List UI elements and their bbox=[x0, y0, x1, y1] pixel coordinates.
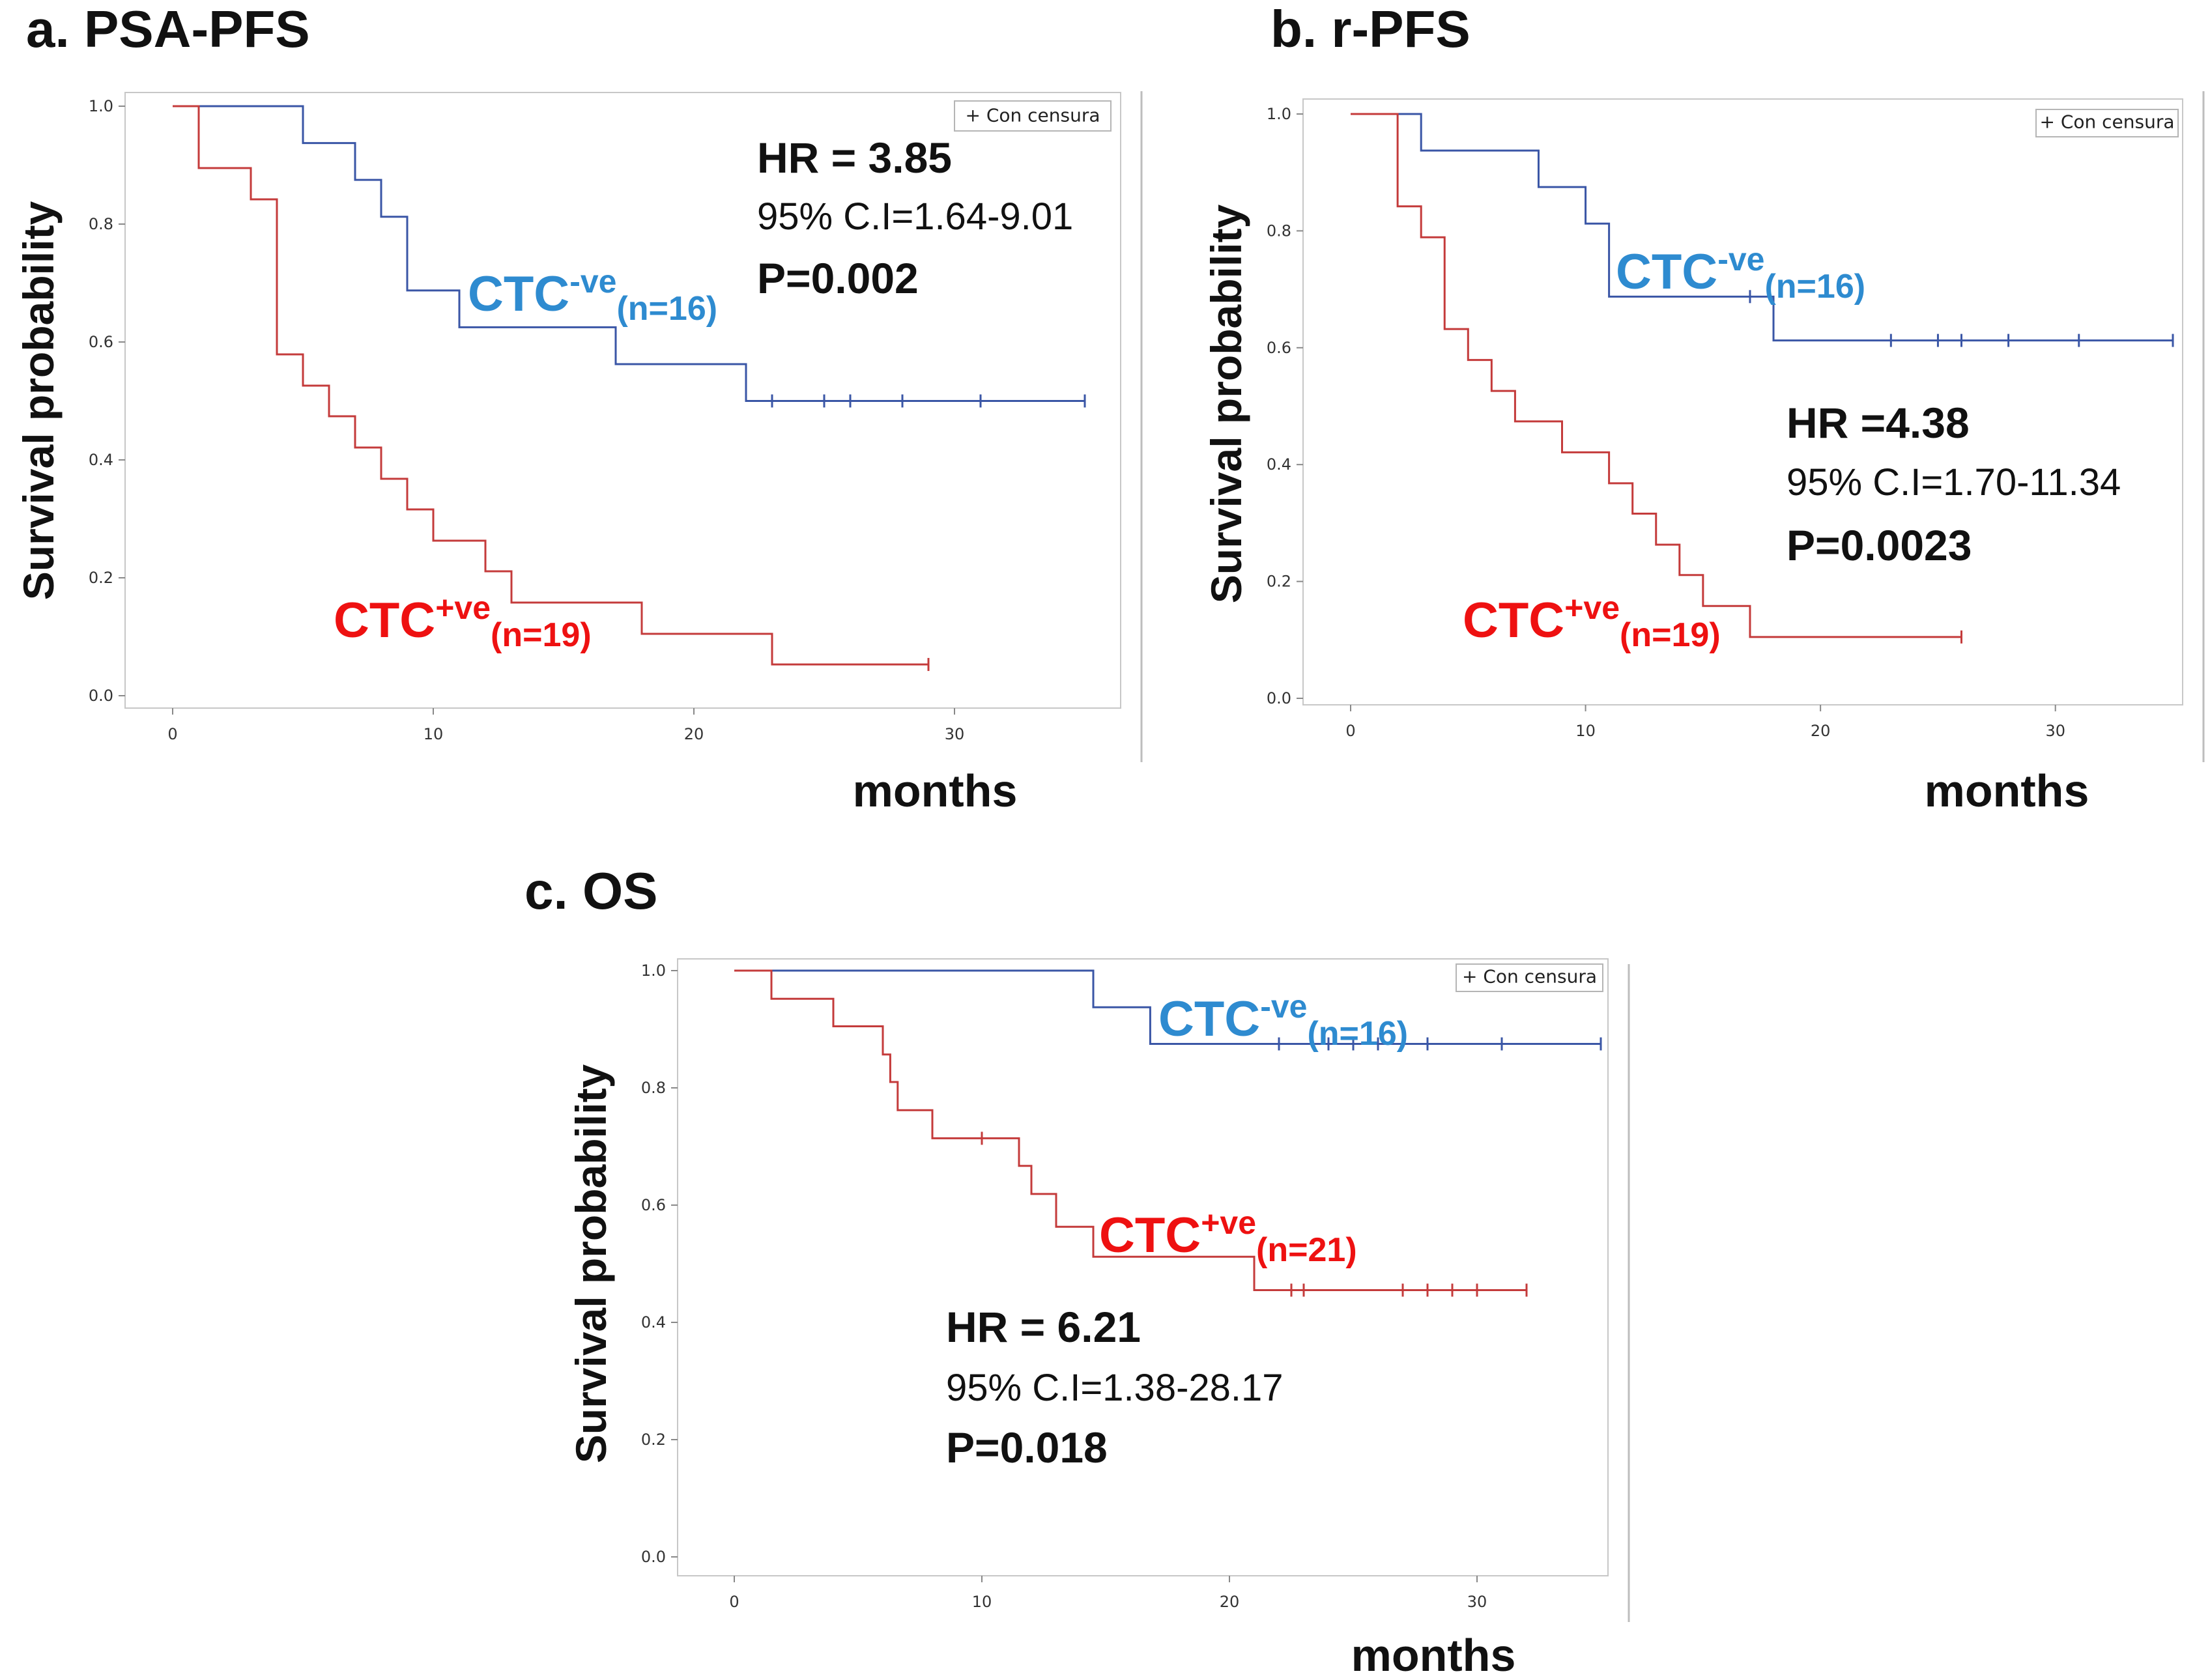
group-label-main: CTC bbox=[334, 593, 435, 648]
group-label-sup: -ve bbox=[1260, 988, 1307, 1025]
y-tick-label: 0.8 bbox=[641, 1079, 666, 1097]
plot-frame bbox=[1302, 98, 2183, 705]
x-tick-label: 10 bbox=[972, 1593, 992, 1611]
chart-panel-b: b. r-PFS 0.0 0.2 0.4 0.6 0.8 1.0 0 10 20 30 Surviva… bbox=[1202, 0, 2205, 816]
confidence-interval: 95% C.I=1.38-28.17 bbox=[946, 1367, 1284, 1409]
hazard-ratio: HR =4.38 bbox=[1787, 399, 1970, 447]
group-label-CTC-ve: CTC-ve(n=16) bbox=[1616, 241, 1865, 306]
y-axis-label: Survival probability bbox=[567, 1064, 615, 1463]
km-curve-CTC-ve bbox=[1351, 113, 2173, 342]
km-curve-CTC+ve bbox=[734, 969, 1527, 1291]
group-label-sub: (n=16) bbox=[616, 290, 717, 328]
x-axis-label: months bbox=[853, 765, 1018, 816]
x-axis-label: months bbox=[1351, 1630, 1516, 1680]
panel-title: a. PSA-PFS bbox=[26, 0, 310, 58]
group-label-CTC-ve: CTC-ve(n=16) bbox=[468, 263, 717, 328]
x-tick-label: 30 bbox=[2045, 722, 2065, 740]
km-curve-CTC-ve bbox=[734, 969, 1601, 1045]
group-label-sub: (n=19) bbox=[491, 616, 592, 654]
group-label-sup: +ve bbox=[1201, 1204, 1256, 1241]
group-label-sub: (n=21) bbox=[1256, 1231, 1357, 1269]
y-tick-label: 0.4 bbox=[641, 1313, 666, 1331]
confidence-interval: 95% C.I=1.70-11.34 bbox=[1787, 461, 2121, 504]
legend-box bbox=[1456, 963, 1603, 992]
y-tick-label: 0.8 bbox=[89, 215, 113, 233]
group-label-main: CTC bbox=[1099, 1208, 1201, 1263]
x-tick-label: 30 bbox=[1467, 1593, 1487, 1611]
group-label-CTC-ve: CTC-ve(n=16) bbox=[1158, 988, 1408, 1053]
y-tick-label: 0.6 bbox=[641, 1196, 666, 1214]
plot-frame bbox=[677, 958, 1609, 1576]
hazard-ratio: HR = 3.85 bbox=[757, 134, 952, 182]
p-value: P=0.0023 bbox=[1787, 521, 1972, 569]
group-label-sub: (n=16) bbox=[1764, 268, 1865, 306]
y-tick-label: 0.8 bbox=[1267, 221, 1291, 240]
p-value: P=0.002 bbox=[757, 254, 919, 302]
km-curve-CTC+ve bbox=[173, 105, 928, 666]
y-tick-label: 0.4 bbox=[1267, 455, 1291, 474]
group-label-CTC+ve: CTC+ve(n=21) bbox=[1099, 1204, 1357, 1269]
group-label-sup: -ve bbox=[569, 263, 616, 300]
group-label-CTC+ve: CTC+ve(n=19) bbox=[1463, 590, 1721, 654]
legend-box bbox=[2035, 109, 2179, 137]
km-curve-CTC+ve bbox=[1351, 113, 1962, 638]
y-tick-label: 0.6 bbox=[89, 333, 113, 351]
group-label-sup: -ve bbox=[1717, 241, 1764, 278]
group-label-sub: (n=16) bbox=[1307, 1015, 1408, 1053]
y-tick-label: 1.0 bbox=[1267, 105, 1291, 123]
group-label-CTC+ve: CTC+ve(n=19) bbox=[334, 590, 592, 654]
x-axis-label: months bbox=[1925, 765, 2089, 816]
y-tick-label: 0.0 bbox=[1267, 689, 1291, 707]
x-tick-label: 10 bbox=[1575, 722, 1596, 740]
x-tick-label: 10 bbox=[423, 725, 444, 743]
x-tick-label: 0 bbox=[167, 725, 177, 743]
y-tick-label: 0.4 bbox=[89, 451, 113, 469]
y-axis-label: Survival probability bbox=[1202, 204, 1250, 603]
plot-frame bbox=[124, 92, 1121, 709]
hazard-ratio: HR = 6.21 bbox=[946, 1303, 1141, 1351]
y-tick-label: 0.6 bbox=[1267, 339, 1291, 357]
panel-title: b. r-PFS bbox=[1270, 0, 1471, 58]
group-label-main: CTC bbox=[1158, 991, 1260, 1047]
chart-panel-a: a. PSA-PFS 0.0 0.2 0.4 0.6 0.8 1.0 0 10 20 30 Survi… bbox=[14, 0, 1143, 816]
x-tick-label: 20 bbox=[1220, 1593, 1240, 1611]
x-tick-label: 0 bbox=[1345, 722, 1355, 740]
km-curve-CTC-ve bbox=[173, 105, 1085, 402]
y-tick-label: 0.2 bbox=[89, 569, 113, 587]
legend-censored: + Con censura bbox=[2039, 111, 2174, 133]
y-tick-label: 0.2 bbox=[1267, 573, 1291, 591]
panel-title: c. OS bbox=[524, 862, 658, 920]
group-label-main: CTC bbox=[468, 266, 569, 322]
y-axis-label: Survival probability bbox=[14, 201, 63, 600]
group-label-main: CTC bbox=[1463, 593, 1564, 648]
y-tick-label: 1.0 bbox=[89, 97, 113, 115]
group-label-sup: +ve bbox=[435, 590, 491, 626]
x-tick-label: 20 bbox=[684, 725, 704, 743]
legend-box bbox=[954, 100, 1112, 132]
x-tick-label: 30 bbox=[945, 725, 965, 743]
y-tick-label: 1.0 bbox=[641, 961, 666, 980]
legend-censored: + Con censura bbox=[965, 104, 1100, 126]
x-tick-label: 20 bbox=[1811, 722, 1831, 740]
group-label-sup: +ve bbox=[1564, 590, 1620, 626]
y-tick-label: 0.0 bbox=[641, 1548, 666, 1566]
chart-panel-c: c. OS 0.0 0.2 0.4 0.6 0.8 1.0 0 10 20 30 Survival p… bbox=[524, 862, 1630, 1680]
confidence-interval: 95% C.I=1.64-9.01 bbox=[757, 195, 1073, 238]
x-tick-label: 0 bbox=[729, 1593, 739, 1611]
y-tick-label: 0.0 bbox=[89, 687, 113, 705]
p-value: P=0.018 bbox=[946, 1423, 1108, 1472]
y-tick-label: 0.2 bbox=[641, 1431, 666, 1449]
group-label-sub: (n=19) bbox=[1620, 616, 1721, 654]
group-label-main: CTC bbox=[1616, 244, 1717, 300]
legend-censored: + Con censura bbox=[1462, 966, 1597, 988]
